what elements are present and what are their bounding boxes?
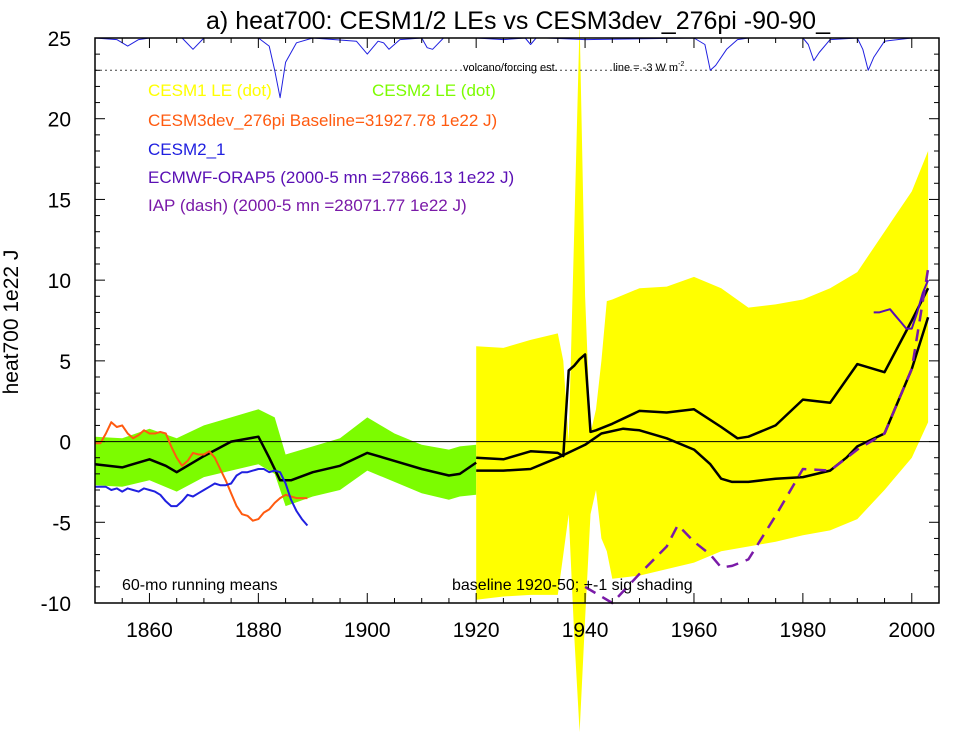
- y-tick-label: 5: [59, 351, 71, 374]
- x-tick-label: 1920: [453, 619, 500, 642]
- x-tick-label: 1880: [235, 619, 282, 642]
- chart-title: a) heat700: CESM1/2 LEs vs CESM3dev_276p…: [206, 7, 831, 35]
- cesm1-le-member-line: [476, 287, 930, 461]
- cesm1-le-shading: [476, 21, 929, 733]
- legend-iap: IAP (dash) (2000-5 mn =28071.77 1e22 J): [148, 196, 467, 215]
- x-tick-label: 1860: [126, 619, 173, 642]
- legend: CESM1 LE (dot) CESM2 LE (dot) CESM3dev_2…: [148, 81, 514, 215]
- cesm2-le-mean-line: [94, 435, 477, 482]
- series-lines: [94, 37, 930, 605]
- x-tick-label: 2000: [888, 619, 935, 642]
- y-tick-label: 25: [48, 28, 71, 51]
- legend-cesm1-le: CESM1 LE (dot): [148, 81, 272, 100]
- volcano-annotation: volcano/forcing est.: [463, 62, 558, 74]
- baseline-annotation: baseline 1920-50; +-1 sig shading: [452, 577, 693, 594]
- y-tick-label: 20: [48, 109, 71, 132]
- threshold-annotation: line = -3 W m-2: [613, 61, 684, 74]
- x-tick-label: 1980: [780, 619, 827, 642]
- y-tick-label: -10: [41, 593, 71, 616]
- cesm2-le-shading: [95, 409, 477, 507]
- ecmwf-orap5-line: [873, 279, 930, 330]
- y-tick-label: 0: [59, 432, 71, 455]
- y-axis-label: heat700 1e22 J: [0, 250, 23, 395]
- x-tick-label: 1900: [344, 619, 391, 642]
- iap-line: [584, 268, 930, 605]
- y-tick-label: 10: [48, 270, 71, 293]
- cesm2-1-line: [95, 468, 309, 527]
- legend-cesm3dev: CESM3dev_276pi Baseline=31927.78 1e22 J): [148, 111, 497, 130]
- plot-frame: [94, 37, 940, 604]
- cesm3dev-276pi-line: [95, 421, 308, 522]
- axis-ticks: 1860 1880 1900 1920 1940 1960 1980 2000 -10 -5 0 5 1…: [41, 28, 940, 642]
- legend-cesm2-1: CESM2_1: [148, 140, 225, 159]
- x-tick-label: 1960: [671, 619, 718, 642]
- cesm1-le-mean-line: [476, 316, 930, 484]
- running-mean-annotation: 60-mo running means: [122, 577, 278, 594]
- legend-cesm2-le: CESM2 LE (dot): [372, 81, 496, 100]
- legend-ecmwf-orap5: ECMWF-ORAP5 (2000-5 mn =27866.13 1e22 J): [148, 168, 514, 187]
- shading-layer: [95, 21, 929, 733]
- y-tick-label: 15: [48, 189, 71, 212]
- y-tick-label: -5: [52, 512, 71, 535]
- x-tick-label: 1940: [562, 619, 609, 642]
